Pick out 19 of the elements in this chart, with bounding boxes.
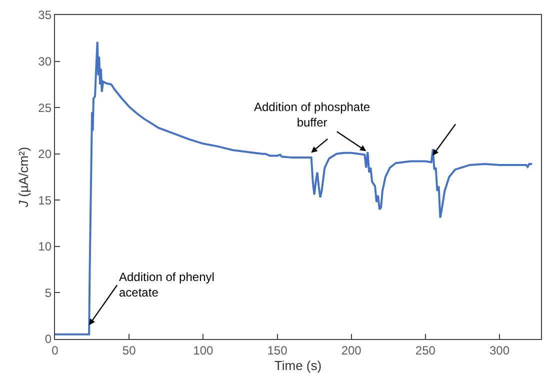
x-tick-label: 150 — [267, 344, 288, 358]
annotation: Addition of phosphate buffer — [254, 100, 370, 130]
x-tick-label: 300 — [489, 344, 510, 358]
x-tick-label: 100 — [193, 344, 214, 358]
y-tick-label: 30 — [38, 54, 52, 68]
y-axis-title: J (µA/cm²) — [16, 146, 32, 208]
annotation: Addition of phenyl acetate — [119, 270, 214, 300]
line-series — [55, 40, 534, 336]
x-tick-label: 50 — [122, 344, 136, 358]
x-tick-label: 200 — [341, 344, 362, 358]
y-tick-label: 0 — [44, 332, 52, 346]
x-axis-title: Time (s) — [274, 358, 322, 374]
y-tick-label: 20 — [38, 147, 52, 162]
y-tick-label: 35 — [38, 8, 52, 22]
y-tick-label: 15 — [38, 193, 52, 208]
y-tick-label: 25 — [38, 100, 52, 115]
y-tick-label: 10 — [38, 240, 52, 254]
y-tick-label: 5 — [44, 286, 52, 300]
x-tick-label: 250 — [415, 344, 436, 358]
